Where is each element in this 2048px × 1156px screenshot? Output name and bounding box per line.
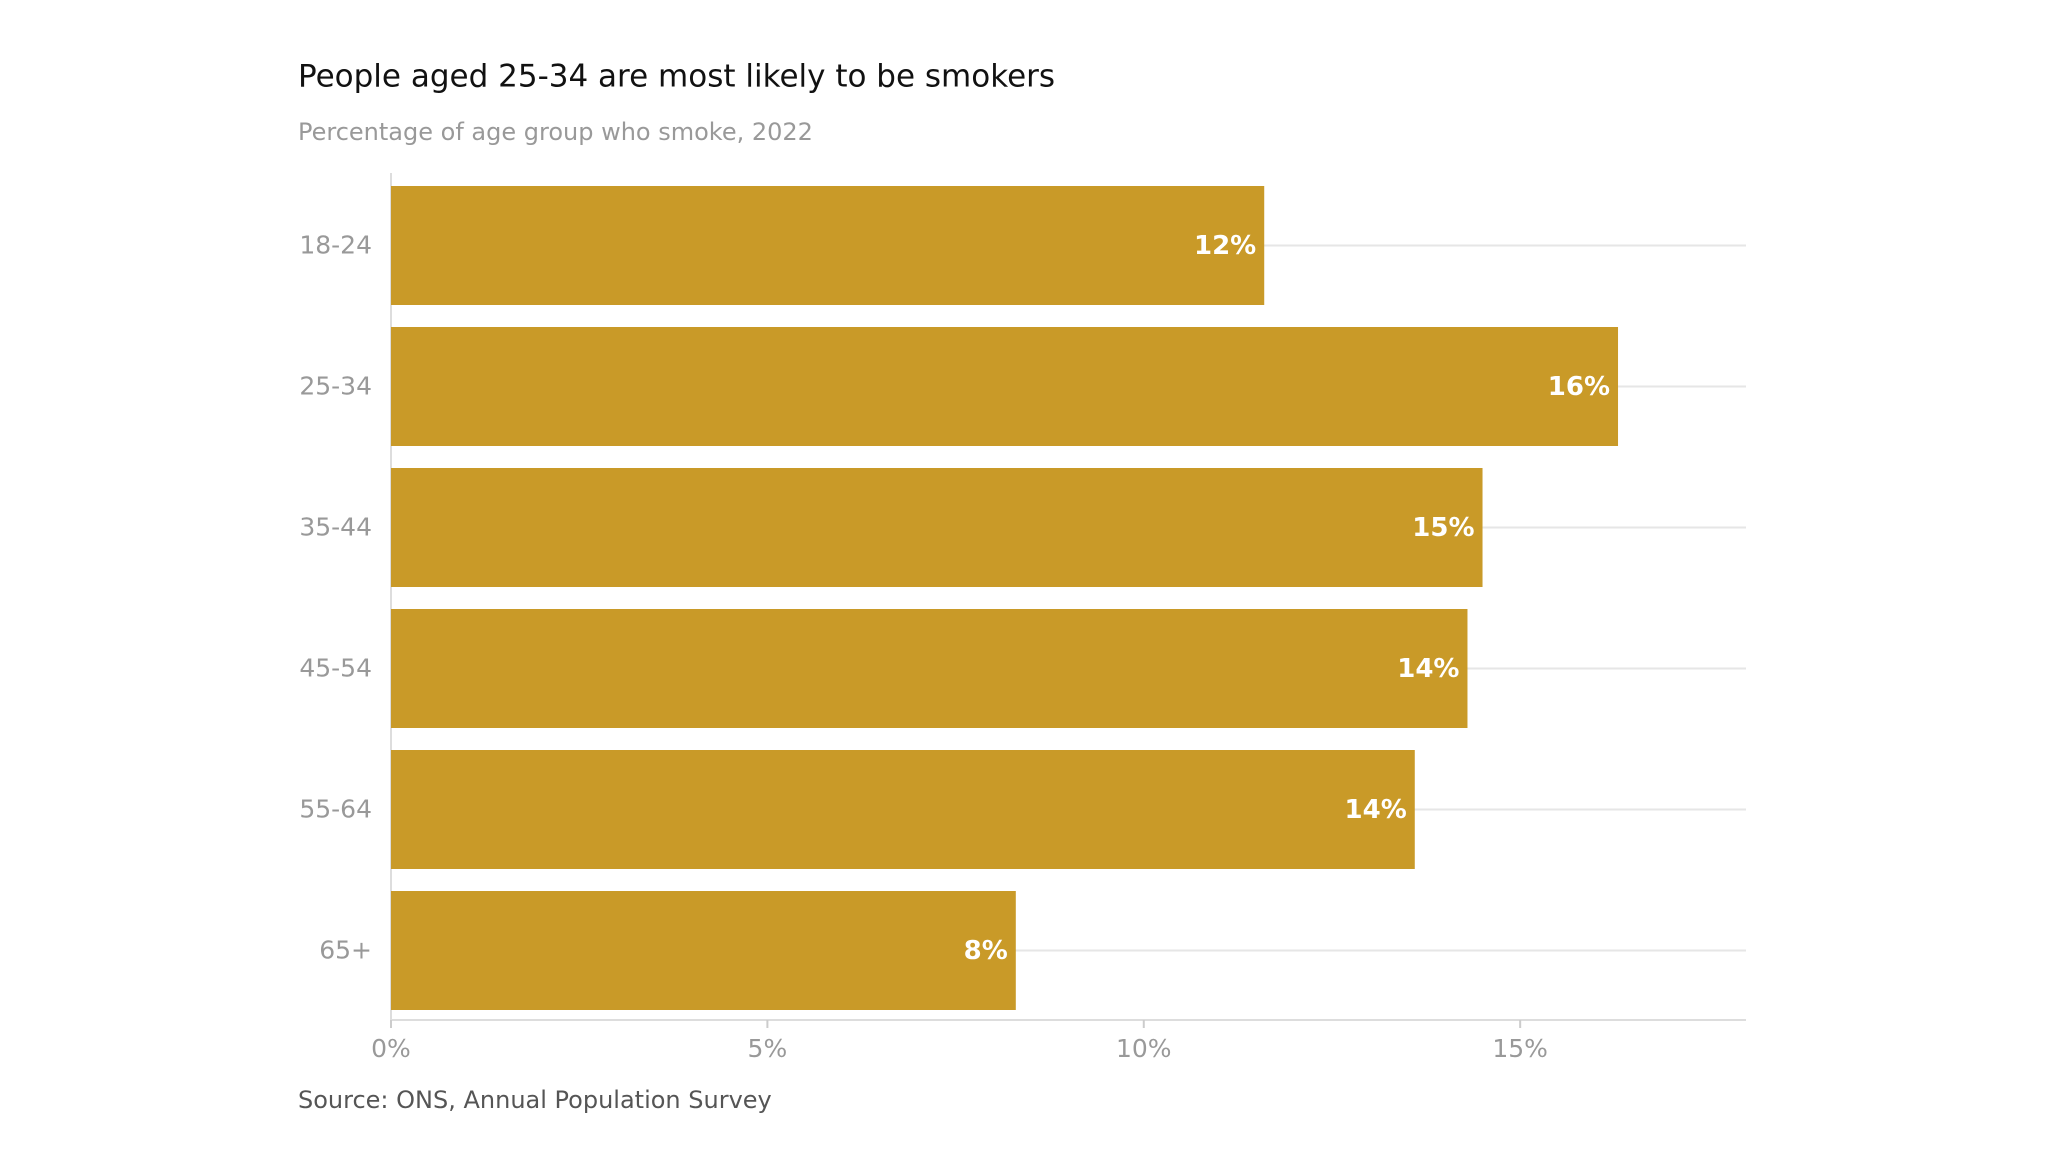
x-tick-label: 10% bbox=[1116, 1034, 1172, 1063]
bar bbox=[391, 468, 1483, 587]
y-tick-label: 65+ bbox=[319, 936, 372, 965]
y-tick-label: 25-34 bbox=[299, 372, 372, 401]
value-label: 14% bbox=[1397, 654, 1459, 684]
x-tick-label: 15% bbox=[1492, 1034, 1548, 1063]
y-tick-label: 18-24 bbox=[299, 231, 372, 260]
value-label: 8% bbox=[964, 936, 1008, 966]
y-tick-label: 45-54 bbox=[299, 654, 372, 683]
chart-title: People aged 25-34 are most likely to be … bbox=[298, 59, 1055, 95]
value-label: 15% bbox=[1412, 513, 1474, 543]
y-tick-label: 35-44 bbox=[299, 513, 372, 542]
chart-subtitle: Percentage of age group who smoke, 2022 bbox=[298, 118, 813, 146]
source: Source: ONS, Annual Population Survey bbox=[298, 1086, 772, 1114]
value-label: 14% bbox=[1345, 795, 1407, 825]
x-tick-label: 0% bbox=[371, 1034, 411, 1063]
bar bbox=[391, 186, 1265, 305]
bar bbox=[391, 891, 1016, 1010]
x-tick-label: 5% bbox=[748, 1034, 788, 1063]
bar bbox=[391, 750, 1415, 869]
bar bbox=[391, 609, 1468, 728]
value-label: 12% bbox=[1194, 231, 1256, 261]
bar bbox=[391, 327, 1619, 446]
value-label: 16% bbox=[1548, 372, 1610, 402]
y-tick-label: 55-64 bbox=[299, 795, 372, 824]
